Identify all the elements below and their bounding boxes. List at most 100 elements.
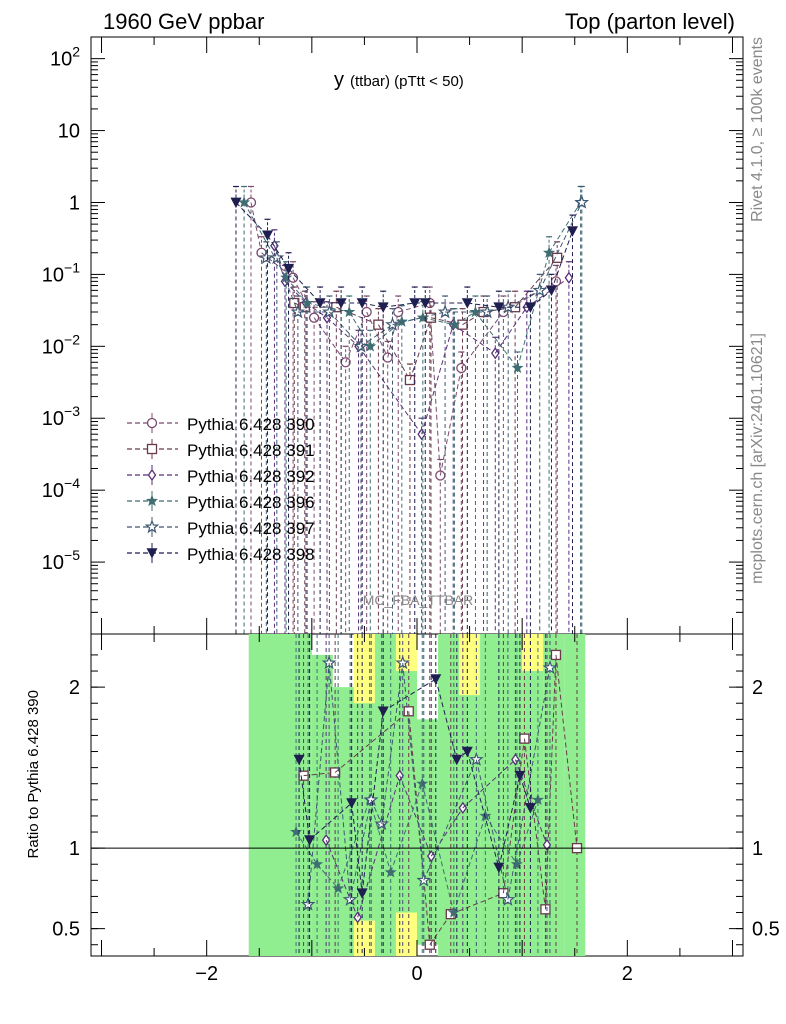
main-ytick-label: 10−2 [42, 331, 80, 358]
ratio-series-line [462, 759, 516, 809]
ratio-series-layer [289, 634, 583, 956]
ratio-series-line [298, 759, 311, 841]
ratio-band-1 [311, 654, 333, 956]
ratio-point [377, 706, 389, 717]
series-line [460, 311, 504, 369]
main-ytick-label: 10−1 [42, 259, 80, 286]
legend-marker [144, 519, 160, 534]
data-point [564, 271, 574, 284]
ratio-series-line [507, 667, 551, 900]
ratio-series-line [408, 711, 431, 945]
ratio-band-5 [374, 634, 396, 956]
data-point [301, 296, 314, 309]
ratio-point [289, 825, 303, 838]
ratio-series-line [381, 662, 404, 825]
main-ytick-label: 10 [58, 121, 80, 143]
series-line [467, 302, 499, 308]
ratio-band-2 [332, 687, 354, 956]
series-line [507, 289, 540, 308]
ratio-series-396 [289, 634, 545, 956]
ratio-series-line [453, 815, 486, 913]
ratio-point [363, 792, 379, 807]
series-line [362, 302, 384, 308]
series-398 [230, 185, 578, 634]
x-tick-label: 0 [411, 963, 422, 985]
series-line [307, 302, 350, 313]
main-ytick-label: 1 [69, 192, 80, 214]
series-392 [270, 229, 574, 634]
ratio-series-line [316, 863, 339, 889]
data-point [343, 305, 356, 318]
data-point [290, 304, 306, 319]
series-line [548, 202, 582, 254]
series-396 [238, 185, 587, 634]
x-tick-label: −2 [195, 963, 218, 985]
header-right: Top (parton level) [565, 9, 735, 34]
series-line [530, 289, 552, 308]
series-line [345, 311, 368, 363]
ratio-point [311, 857, 324, 870]
series-line [422, 317, 455, 326]
ratio-series-line [519, 775, 531, 809]
ratio-series-line [523, 738, 546, 910]
ratio-band-0 [248, 634, 312, 956]
legend-entry: Pythia 6.428 390 [127, 413, 315, 434]
header-left: 1960 GeV ppbar [103, 9, 264, 34]
legend-marker [146, 443, 158, 455]
ratio-series-line [399, 775, 432, 857]
series-line [517, 252, 550, 369]
series-line [550, 230, 573, 291]
series-line [267, 235, 289, 269]
legend-marker [146, 417, 158, 429]
legend: Pythia 6.428 390 Pythia 6.428 391 Pythia 6… [127, 413, 315, 564]
ratio-band-9 [438, 634, 460, 956]
ratio-band-8 [417, 719, 439, 945]
ratio-band-13 [501, 634, 523, 956]
data-point [280, 271, 293, 283]
series-line [421, 324, 454, 435]
ratio-series-397 [300, 634, 558, 956]
legend-entry: Pythia 6.428 391 [127, 439, 315, 460]
ratio-series-line [555, 654, 578, 849]
series-line [250, 202, 263, 253]
data-point [469, 305, 482, 318]
legend-label: Pythia 6.428 392 [187, 467, 315, 486]
ratio-ytick-label: 1 [69, 838, 80, 860]
mcplots-label: mcplots.cern.ch [arXiv:2401.10621] [749, 333, 766, 584]
analysis-watermark: MC_FBA_TTBAR [363, 592, 473, 608]
series-line [243, 202, 287, 278]
axes-layer: 102 10 1 10−1 10−2 10−3 10−4 10−5 2 2 1 1 0.5 0.5 −2 0 2 [42, 36, 780, 985]
ratio-point [493, 862, 505, 874]
ratio-point [356, 888, 368, 899]
ratio-band-12 [480, 634, 502, 956]
ratio-ytick-label-right: 1 [752, 838, 763, 860]
rivet-label: Rivet 4.1.0, ≥ 100k events [749, 37, 766, 222]
legend-label: Pythia 6.428 396 [187, 493, 315, 512]
series-line [409, 317, 432, 381]
ratio-series-line [402, 662, 425, 881]
ratio-ytick-label-right: 2 [752, 677, 763, 699]
series-line [348, 311, 371, 347]
ratio-series-line [514, 759, 548, 846]
ratio-ytick-label-right: 0.5 [752, 919, 780, 941]
legend-marker [146, 548, 158, 559]
data-point [574, 194, 590, 209]
legend-label: Pythia 6.428 398 [187, 545, 315, 564]
legend-label: Pythia 6.428 390 [187, 415, 315, 434]
ratio-series-line [369, 799, 392, 873]
legend-marker [147, 468, 157, 482]
series-line [284, 281, 307, 304]
series-line [360, 324, 393, 347]
ratio-band-16 [543, 634, 565, 956]
series-line [452, 324, 496, 354]
data-point [322, 304, 337, 319]
series-line [439, 367, 462, 476]
legend-label: Pythia 6.428 391 [187, 441, 315, 460]
series-line [539, 202, 583, 291]
ratio-series-line [382, 678, 437, 712]
ratio-band-15 [522, 671, 544, 956]
data-point [377, 302, 389, 313]
ratio-series-line [303, 771, 336, 777]
series-line [454, 311, 476, 326]
